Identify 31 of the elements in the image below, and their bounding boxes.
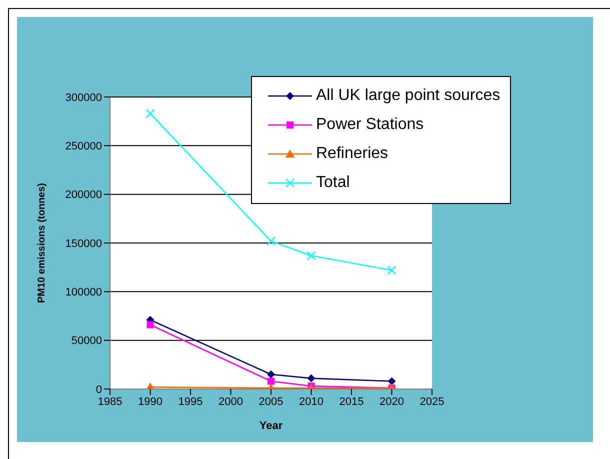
x-tick-label: 2000	[218, 396, 243, 408]
x-tick-label: 2005	[258, 396, 284, 408]
x-axis-title: Year	[259, 420, 284, 432]
y-axis-title: PM10 emissions (tonnes)	[36, 182, 48, 304]
legend-label: Power Stations	[316, 116, 424, 134]
point	[388, 377, 396, 386]
point	[306, 251, 316, 260]
y-tick-label: 200000	[65, 189, 102, 202]
point	[266, 236, 276, 246]
y-tick-label: 100000	[65, 286, 102, 299]
x-tick-label: 2020	[380, 396, 404, 408]
point	[267, 370, 275, 378]
point	[387, 266, 396, 275]
point	[146, 321, 154, 328]
y-tick-label: 250000	[65, 140, 102, 153]
y-tick-label: 0	[96, 384, 102, 396]
point	[307, 374, 316, 382]
x-tick-label: 1990	[138, 396, 162, 408]
y-tick-label: 50000	[71, 335, 102, 348]
y-tick-label: 150000	[65, 238, 102, 250]
x-tick-label: 1995	[178, 396, 203, 408]
y-tick-label: 300000	[65, 92, 102, 104]
legend-label: Refineries	[316, 144, 388, 162]
point	[268, 378, 274, 385]
point	[146, 108, 155, 118]
x-tick-label: 2025	[420, 396, 444, 408]
x-tick-label: 2010	[299, 396, 324, 408]
legend-label: Total	[316, 174, 350, 192]
legend-label: All UK large point sources	[316, 86, 500, 104]
x-tick-label: 1985	[98, 396, 122, 408]
x-tick-label: 2015	[339, 396, 364, 408]
